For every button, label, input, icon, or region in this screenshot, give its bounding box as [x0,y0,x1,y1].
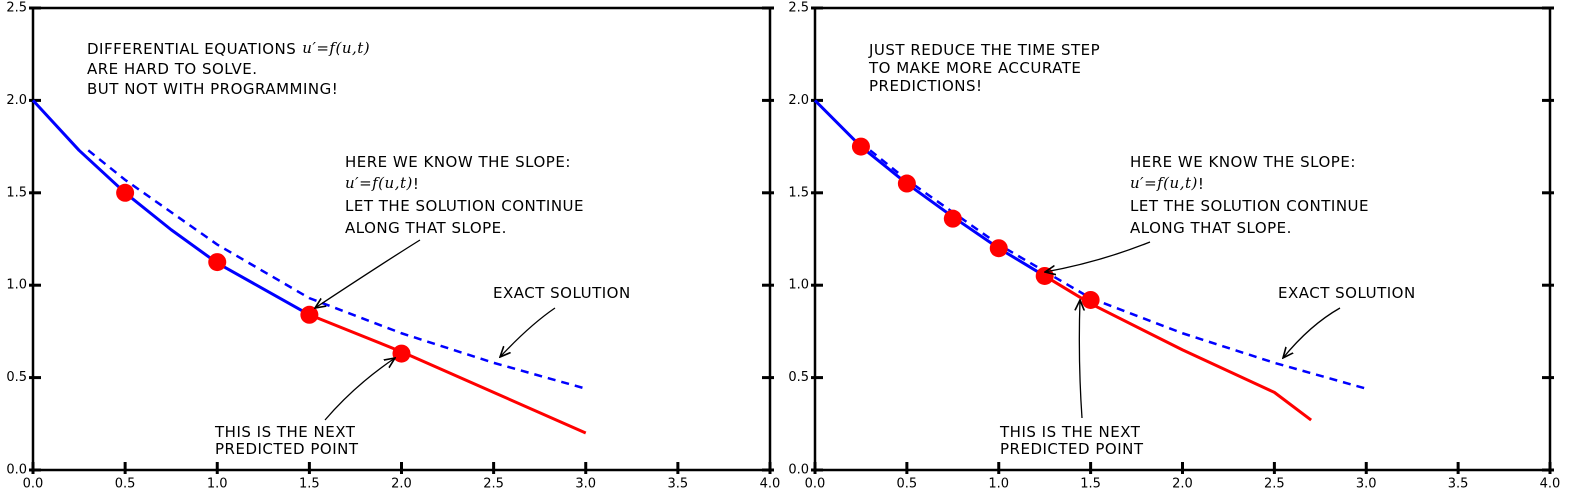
x-tick-label: 3.0 [575,477,596,492]
annotation: HERE WE KNOW THE SLOPE: [345,153,571,171]
plot: 0.0 0.5 1.0 1.5 2.0 2.5 0.0 0.5 1.0 1.5 2.0 2.5 3.0 3… [788,1,1560,492]
x-tick-label: 3.5 [1448,477,1469,492]
y-tick-label: 1.5 [6,185,27,200]
solution-line [31,99,311,317]
data-point [897,174,916,193]
data-point [116,183,135,202]
x-tick-label: 0.0 [805,477,826,492]
annotation-text: HERE WE KNOW THE SLOPE: [345,153,571,171]
annotation: DIFFERENTIAL EQUATIONS u′=f(u,t) [87,39,370,58]
annotation: EXACT SOLUTION [493,284,631,302]
annotation-text: BUT NOT WITH PROGRAMMING! [87,80,338,98]
data-point [943,209,962,228]
annotation: PREDICTIONS! [869,77,983,95]
annotation: u′=f(u,t)! [345,174,419,193]
annotation-text: ARE HARD TO SOLVE. [87,60,258,78]
annotation: TO MAKE MORE ACCURATE [868,59,1081,77]
annotation-arrow [500,307,556,357]
y-tick-label: 2.0 [788,93,809,108]
annotation-text: THIS IS THE NEXT [999,423,1141,441]
x-tick-label: 2.0 [391,477,412,492]
y-tick-label: 2.5 [6,1,27,16]
annotation: PREDICTED POINT [1000,440,1144,458]
solution-line [1043,274,1313,422]
y-tick-label: 2.0 [6,93,27,108]
annotation: ARE HARD TO SOLVE. [87,60,258,78]
annotation-text: PREDICTIONS! [869,77,983,95]
annotation: EXACT SOLUTION [1278,284,1416,302]
annotation: THIS IS THE NEXT [214,423,356,441]
annotation-text: ALONG THAT SLOPE. [1130,219,1292,237]
x-tick-label: 2.5 [483,477,504,492]
data-point [392,344,411,363]
exact-solution-line [869,149,1367,390]
solution-line [813,99,1046,278]
x-tick-label: 4.0 [1540,477,1561,492]
annotation: BUT NOT WITH PROGRAMMING! [87,80,338,98]
annotation-text: ! [413,175,420,193]
data-point [1035,266,1054,285]
solution-line [308,313,587,435]
annotation-text: TO MAKE MORE ACCURATE [868,59,1081,77]
annotation-arrow [1283,307,1341,358]
annotation: ALONG THAT SLOPE. [1130,219,1292,237]
annotation-text: LET THE SOLUTION CONTINUE [1130,197,1369,215]
annotation: LET THE SOLUTION CONTINUE [1130,197,1369,215]
annotation-text: HERE WE KNOW THE SLOPE: [1130,153,1356,171]
x-tick-label: 2.5 [1264,477,1285,492]
annotation-text: PREDICTED POINT [1000,440,1144,458]
annotation-arrow [315,239,421,308]
y-tick-label: 1.0 [6,278,27,293]
x-tick-label: 1.5 [1080,477,1101,492]
x-tick-label: 1.0 [207,477,228,492]
annotation-arrow [1079,300,1082,419]
annotation-text: PREDICTED POINT [215,440,359,458]
exact-solution-line [87,149,587,390]
annotation-math: u′=f(u,t) [302,39,370,57]
y-tick-label: 2.5 [788,1,809,16]
y-tick-label: 0.0 [788,463,809,478]
annotation-text: ALONG THAT SLOPE. [345,219,507,237]
data-point [851,137,870,156]
annotation: HERE WE KNOW THE SLOPE: [1130,153,1356,171]
annotation-text: LET THE SOLUTION CONTINUE [345,197,584,215]
x-tick-label: 0.0 [23,477,44,492]
annotation: THIS IS THE NEXT [999,423,1141,441]
annotation: ALONG THAT SLOPE. [345,219,507,237]
y-tick-label: 0.5 [788,370,809,385]
data-point [208,253,227,272]
x-tick-label: 4.0 [760,477,781,492]
annotation-arrow [1045,241,1151,272]
y-tick-label: 1.5 [788,185,809,200]
annotation: LET THE SOLUTION CONTINUE [345,197,584,215]
data-point [1081,290,1100,309]
x-tick-label: 2.0 [1172,477,1193,492]
x-tick-label: 0.5 [897,477,918,492]
y-tick-label: 0.0 [6,463,27,478]
annotation-text: EXACT SOLUTION [493,284,631,302]
annotation-text: THIS IS THE NEXT [214,423,356,441]
data-point [300,305,319,324]
annotation-text: DIFFERENTIAL EQUATIONS [87,40,296,58]
x-tick-label: 3.0 [1356,477,1377,492]
annotation-math: u′=f(u,t) [345,174,413,192]
annotation-text: JUST REDUCE THE TIME STEP [868,41,1100,59]
x-tick-label: 3.5 [668,477,689,492]
annotation: PREDICTED POINT [215,440,359,458]
annotation-text: ! [1198,175,1205,193]
y-tick-label: 1.0 [788,278,809,293]
annotation: u′=f(u,t)! [1130,174,1204,193]
x-tick-label: 1.0 [988,477,1009,492]
plot: 0.0 0.5 1.0 1.5 2.0 2.5 0.0 0.5 1.0 1.5 2.0 2.5 3.0 3… [6,1,780,492]
annotation-math: u′=f(u,t) [1130,174,1198,192]
y-tick-label: 0.5 [6,370,27,385]
x-tick-label: 1.5 [299,477,320,492]
x-tick-label: 0.5 [115,477,136,492]
data-point [989,239,1008,258]
annotation-text: EXACT SOLUTION [1278,284,1416,302]
annotation-arrow [324,358,395,421]
annotation: JUST REDUCE THE TIME STEP [868,41,1100,59]
